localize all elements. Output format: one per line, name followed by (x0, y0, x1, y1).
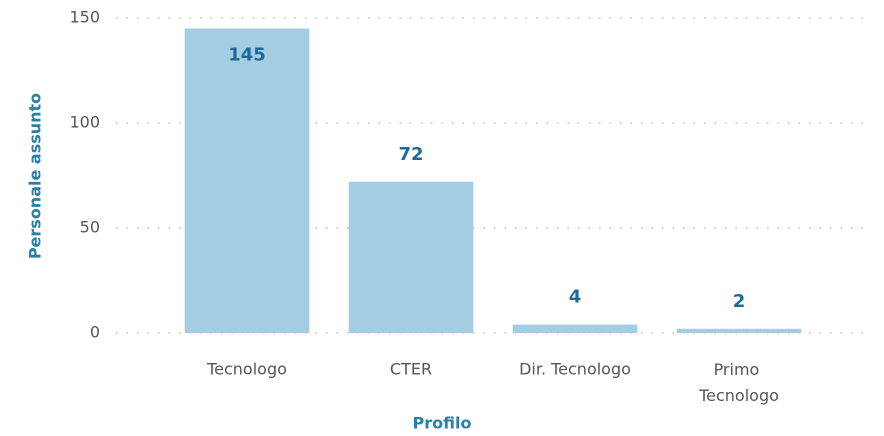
value-label: 4 (569, 287, 582, 308)
x-tick-label: CTER (390, 360, 432, 379)
x-tick-label: Primo Tecnologo (698, 360, 779, 405)
value-label: 2 (733, 291, 746, 312)
x-tick-label: Dir. Tecnologo (519, 360, 631, 379)
x-tick-label: Tecnologo (206, 360, 287, 379)
bar (184, 28, 310, 333)
bar (676, 328, 802, 333)
value-label: 145 (228, 45, 266, 66)
y-tick-label: 50 (80, 218, 100, 237)
y-tick-label: 150 (69, 8, 100, 27)
y-axis-title: Personale assunto (26, 93, 45, 259)
bar (512, 324, 638, 333)
y-tick-label: 0 (90, 323, 100, 342)
y-tick-label: 100 (69, 113, 100, 132)
bar (348, 181, 474, 333)
value-label: 72 (398, 144, 423, 165)
x-axis-title: Profilo (413, 414, 472, 433)
